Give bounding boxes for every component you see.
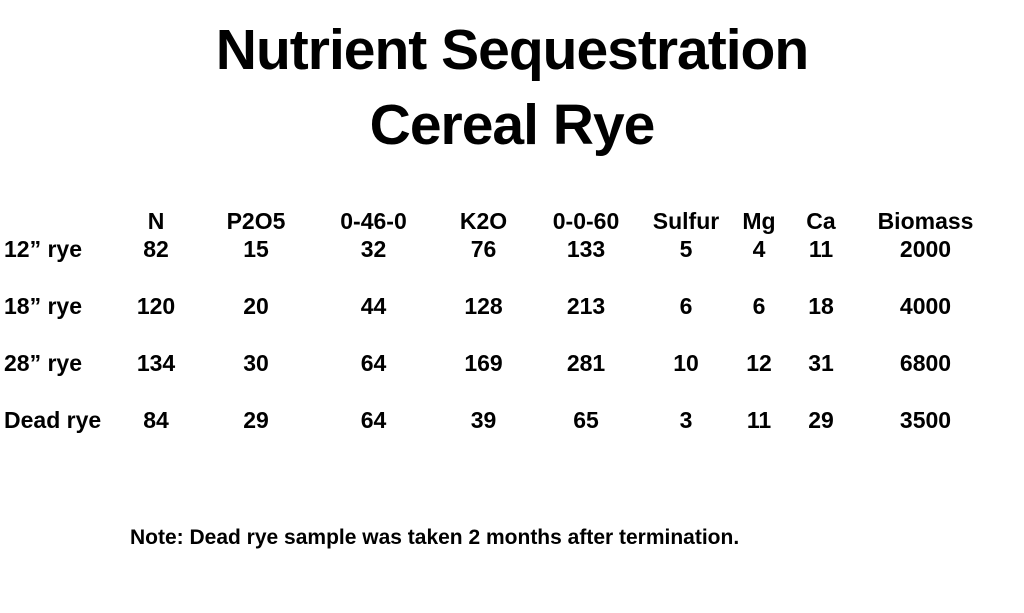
table-row: 18” rye 120 20 44 128 213 6 6 18 4000	[0, 264, 1001, 321]
column-header: Biomass	[877, 207, 974, 234]
table-cell: 3500	[899, 407, 952, 433]
table-cell: 82	[143, 236, 169, 262]
title-line-1: Nutrient Sequestration	[215, 18, 809, 82]
table-header-row: N P2O5 0-46-0 K2O 0-0-60 Sulfur Mg Ca Biomass	[0, 207, 1001, 235]
table-cell: 15	[243, 236, 269, 262]
table-cell: 213	[566, 293, 606, 319]
row-label: Dead rye	[4, 407, 102, 433]
table-cell: 2000	[899, 236, 952, 262]
column-header: N	[147, 207, 165, 234]
table-cell: 29	[808, 407, 834, 433]
row-label: 28” rye	[4, 350, 83, 376]
table-row: 12” rye 82 15 32 76 133 5 4 11 2000	[0, 235, 1001, 264]
title-line-2: Cereal Rye	[369, 93, 656, 157]
table-cell: 11	[746, 407, 772, 433]
column-header: Mg	[742, 207, 776, 234]
column-header: Ca	[806, 207, 836, 234]
table-row: Dead rye 84 29 64 39 65 3 11 29 3500	[0, 378, 1001, 435]
table-cell: 31	[808, 350, 834, 376]
table-cell: 32	[360, 236, 387, 262]
column-header: Sulfur	[652, 207, 720, 234]
nutrient-table: N P2O5 0-46-0 K2O 0-0-60 Sulfur Mg Ca Biomass 12…	[0, 207, 1001, 435]
table-cell: 281	[566, 350, 606, 376]
table-cell: 44	[360, 293, 387, 319]
row-label: 12” rye	[4, 236, 83, 262]
table-cell: 169	[464, 350, 503, 376]
table-cell: 12	[746, 350, 772, 376]
table-cell: 64	[360, 407, 387, 433]
table-cell: 20	[243, 293, 269, 319]
table-cell: 6	[679, 293, 693, 319]
column-header: P2O5	[226, 207, 286, 234]
table-cell: 120	[136, 293, 176, 319]
row-label: 18” rye	[4, 293, 83, 319]
table-cell: 5	[679, 236, 693, 262]
column-header: K2O	[459, 207, 508, 234]
table-cell: 6800	[899, 350, 952, 376]
table-cell: 128	[464, 293, 503, 319]
table-cell: 64	[360, 350, 387, 376]
table-cell: 84	[143, 407, 169, 433]
table-cell: 30	[243, 350, 269, 376]
table-cell: 18	[808, 293, 834, 319]
table-row: 28” rye 134 30 64 169 281 10 12 31 6800	[0, 321, 1001, 378]
note-text: Note: Dead rye sample was taken 2 months…	[130, 526, 740, 549]
table-cell: 4	[752, 236, 766, 262]
table-cell: 65	[573, 407, 599, 433]
table-cell: 10	[673, 350, 699, 376]
table-cell: 133	[566, 236, 606, 262]
table-cell: 29	[243, 407, 269, 433]
column-header: 0-0-60	[552, 207, 620, 234]
table-cell: 39	[470, 407, 497, 433]
corner-cell	[0, 207, 106, 235]
table-cell: 134	[136, 350, 176, 376]
table-cell: 76	[470, 236, 497, 262]
table-cell: 11	[808, 236, 834, 262]
table-cell: 3	[679, 407, 693, 433]
column-header: 0-46-0	[340, 207, 407, 234]
table-cell: 6	[752, 293, 766, 319]
page-title: Nutrient Sequestration Cereal Rye	[0, 13, 1024, 163]
table-cell: 4000	[899, 293, 952, 319]
